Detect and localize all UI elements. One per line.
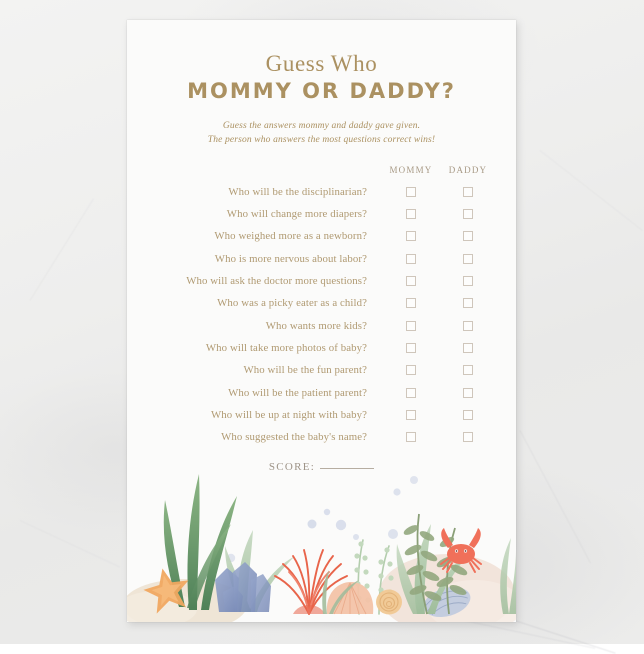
checkbox-mommy[interactable] [406,253,416,264]
page-title-main: MOMMY OR DADDY? [187,79,456,104]
question-row: Who wants more kids? [149,315,496,337]
checkbox-cell-daddy[interactable] [440,231,496,242]
checkbox-daddy[interactable] [463,365,473,376]
question-text: Who will ask the doctor more questions? [186,275,367,288]
question-text: Who suggested the baby's name? [221,431,367,444]
checkbox-daddy[interactable] [463,387,473,398]
question-row: Who will change more diapers? [149,203,496,225]
checkbox-cell-daddy[interactable] [440,342,496,353]
question-row: Who will be up at night with baby? [149,404,496,426]
seaweed-far-right-edge [500,538,516,614]
checkbox-mommy[interactable] [406,365,416,376]
starfish [143,568,189,614]
score-label: SCORE: [268,461,316,474]
checkbox-cell-mommy[interactable] [383,409,439,420]
checkbox-cell-mommy[interactable] [383,253,439,264]
checkbox-cell-daddy[interactable] [440,209,496,220]
checkbox-mommy[interactable] [406,432,416,443]
question-row: Who will be the fun parent? [149,359,496,381]
card-header: Guess Who MOMMY OR DADDY? Guess the answ… [127,20,516,148]
question-row: Who was a picky eater as a child? [149,292,496,314]
seaweed-tall-left [163,474,237,610]
checkbox-cell-daddy[interactable] [440,186,496,197]
question-row: Who will be the disciplinarian? [149,181,496,203]
question-rows: Who will be the disciplinarian? Who will … [149,181,496,449]
checkbox-cell-mommy[interactable] [383,186,439,197]
checkbox-mommy[interactable] [406,342,416,353]
checkbox-cell-daddy[interactable] [440,387,496,398]
subtitle-line-1: Guess the answers mommy and daddy gave g… [222,121,421,132]
question-row: Who weighed more as a newborn? [149,225,496,247]
question-text: Who is more nervous about labor? [214,252,367,265]
question-row: Who suggested the baby's name? [149,426,496,448]
column-header-daddy: DADDY [448,164,488,175]
shell-spiral-tan [376,589,402,615]
card-subtitle: Guess the answers mommy and daddy gave g… [127,119,516,148]
checkbox-cell-daddy[interactable] [440,432,496,443]
checkbox-mommy[interactable] [406,298,416,309]
checkbox-cell-mommy[interactable] [383,231,439,242]
score-input-blank[interactable] [320,468,375,470]
game-card: Guess Who MOMMY OR DADDY? Guess the answ… [127,20,516,622]
checkbox-daddy[interactable] [463,432,473,443]
checkbox-cell-mommy[interactable] [383,276,439,287]
question-sheet: MOMMY DADDY Who will be the disciplinari… [127,165,516,449]
checkbox-cell-mommy[interactable] [383,387,439,398]
checkbox-mommy[interactable] [406,231,416,242]
question-text: Who wants more kids? [265,319,367,332]
checkbox-daddy[interactable] [463,186,473,197]
crab [440,528,482,573]
question-row: Who is more nervous about labor? [149,248,496,270]
question-text: Who will change more diapers? [226,208,367,221]
underwater-illustration [127,474,516,622]
checkbox-mommy[interactable] [406,387,416,398]
checkbox-daddy[interactable] [463,209,473,220]
score-line: SCORE: [127,461,516,473]
checkbox-cell-mommy[interactable] [383,209,439,220]
checkbox-daddy[interactable] [463,231,473,242]
question-text: Who weighed more as a newborn? [214,230,367,243]
checkbox-cell-daddy[interactable] [440,409,496,420]
checkbox-daddy[interactable] [463,409,473,420]
checkbox-daddy[interactable] [463,276,473,287]
checkbox-cell-daddy[interactable] [440,365,496,376]
seaweed-sprig-small [322,570,359,614]
question-text: Who will be up at night with baby? [210,408,367,421]
checkbox-daddy[interactable] [463,342,473,353]
question-text: Who will be the fun parent? [243,364,367,377]
checkbox-cell-mommy[interactable] [383,342,439,353]
checkbox-cell-mommy[interactable] [383,432,439,443]
checkbox-mommy[interactable] [406,409,416,420]
page-title-script: Guess Who [265,51,378,76]
column-header-mommy: MOMMY [389,164,433,175]
question-text: Who will be the patient parent? [228,386,367,399]
checkbox-daddy[interactable] [463,298,473,309]
question-row: Who will ask the doctor more questions? [149,270,496,292]
checkbox-cell-daddy[interactable] [440,320,496,331]
column-headers: MOMMY DADDY [149,165,496,175]
question-row: Who will take more photos of baby? [149,337,496,359]
checkbox-cell-daddy[interactable] [440,253,496,264]
subtitle-line-2: The person who answers the most question… [207,135,436,146]
checkbox-mommy[interactable] [406,209,416,220]
checkbox-mommy[interactable] [406,186,416,197]
question-text: Who was a picky eater as a child? [217,297,367,310]
coral-base [293,605,325,614]
checkbox-daddy[interactable] [463,253,473,264]
checkbox-cell-daddy[interactable] [440,276,496,287]
checkbox-cell-mommy[interactable] [383,320,439,331]
checkbox-cell-daddy[interactable] [440,298,496,309]
checkbox-cell-mommy[interactable] [383,298,439,309]
checkbox-daddy[interactable] [463,320,473,331]
checkbox-mommy[interactable] [406,276,416,287]
question-text: Who will take more photos of baby? [205,341,367,354]
question-row: Who will be the patient parent? [149,381,496,403]
question-text: Who will be the disciplinarian? [228,185,367,198]
checkbox-mommy[interactable] [406,320,416,331]
checkbox-cell-mommy[interactable] [383,365,439,376]
blue-rocks [215,562,271,612]
